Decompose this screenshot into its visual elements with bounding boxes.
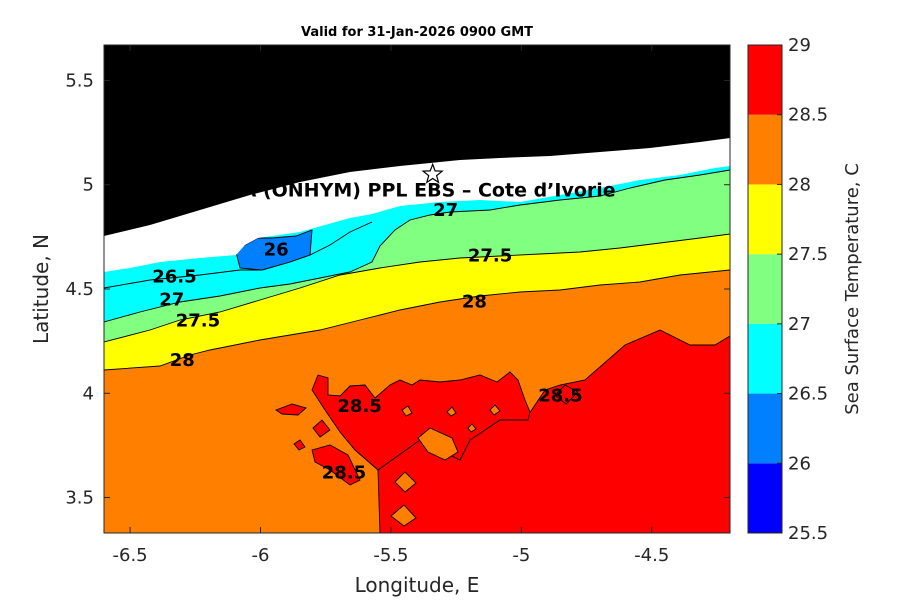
land-region [104, 45, 730, 236]
colorbar-swatch [748, 45, 782, 115]
sst-hole-28-c [390, 504, 417, 527]
sst-hole-28-e [446, 406, 457, 417]
contour-28 [104, 269, 730, 371]
contour-label: 28 [462, 292, 487, 313]
contour-label: 28 [170, 350, 195, 371]
y-tick-label: 4 [83, 383, 94, 404]
sst-fill-28.5-29-right [554, 384, 579, 405]
contour-27.5 [104, 233, 730, 343]
contour-label: 28.5 [322, 463, 366, 484]
colorbar-swatch [748, 463, 782, 533]
colorbar-swatch [748, 254, 782, 324]
contour-label: 27.5 [176, 310, 220, 331]
colorbar-tick-label: 26 [788, 453, 811, 474]
y-tick-label: 3.5 [65, 488, 94, 509]
contour-label: 28.5 [337, 396, 381, 417]
sst-hole-28-b [394, 471, 417, 493]
x-tick-label: -5 [512, 545, 530, 566]
sst-fill-28.5-29-blob [311, 444, 361, 486]
sst-fill-28.5-29-speck [275, 403, 307, 416]
site-marker: A (ONHYM) PPL EBS – Cote d’Ivorie [242, 162, 616, 201]
colorbar-label: Sea Surface Temperature, C [842, 163, 863, 415]
contour-label: 27.5 [468, 246, 512, 267]
x-tick-label: -6.5 [113, 545, 148, 566]
colorbar-tick-label: 29 [788, 35, 811, 56]
sst-fill-28.5-29-speck2 [312, 419, 331, 438]
colorbar-frame [747, 44, 783, 534]
colorbar-tick-label: 28 [788, 174, 811, 195]
star-icon [421, 162, 444, 184]
contour-label: 27 [433, 200, 458, 221]
chart-title: Valid for 31-Jan-2026 0900 GMT [301, 25, 533, 40]
colorbar-swatch [748, 323, 782, 394]
x-tick-label: -5.5 [373, 545, 408, 566]
y-tick-label: 5 [83, 175, 94, 196]
colorbar-tick-label: 26.5 [788, 384, 828, 405]
x-axis-label: Longitude, E [355, 573, 480, 597]
colorbar-tick-label: 25.5 [788, 523, 828, 544]
colorbar-swatch [748, 393, 782, 464]
axis-ticks: -6.5 -6 -5.5 -5 -4.5 3.5 4 4.5 5 5.5 [65, 45, 730, 566]
plot-area [104, 45, 730, 533]
contour-27 [104, 169, 730, 323]
sst-hole-28-d [401, 405, 413, 417]
x-tick-label: -4.5 [634, 545, 669, 566]
contour-26.5 [104, 221, 373, 289]
site-label: A (ONHYM) PPL EBS – Cote d’Ivorie [242, 179, 616, 201]
y-tick-label: 4.5 [65, 279, 94, 300]
colorbar-swatch [748, 114, 782, 185]
y-tick-label: 5.5 [65, 70, 94, 91]
contour-label: 26 [264, 239, 289, 260]
sst-fill-28.5-29-patch [311, 371, 531, 471]
sst-hole-28-f [489, 404, 501, 416]
sst-fill-28.5-29-speck3 [293, 439, 306, 451]
colorbar: 25.5 26 26.5 27 27.5 28 28.5 29 [747, 35, 828, 544]
contour-label: 26.5 [152, 266, 196, 287]
colorbar-swatch [748, 184, 782, 255]
y-axis-label: Latitude, N [29, 234, 53, 344]
sst-hole-28 [417, 427, 459, 461]
colorbar-tick-label: 27.5 [788, 244, 828, 265]
x-tick-label: -6 [252, 545, 270, 566]
colorbar-tick-label: 27 [788, 314, 811, 335]
colorbar-tick-label: 28.5 [788, 105, 828, 126]
contour-label: 28.5 [538, 385, 582, 406]
sst-hole-28-g [467, 423, 477, 433]
contour-label: 27 [159, 289, 184, 310]
